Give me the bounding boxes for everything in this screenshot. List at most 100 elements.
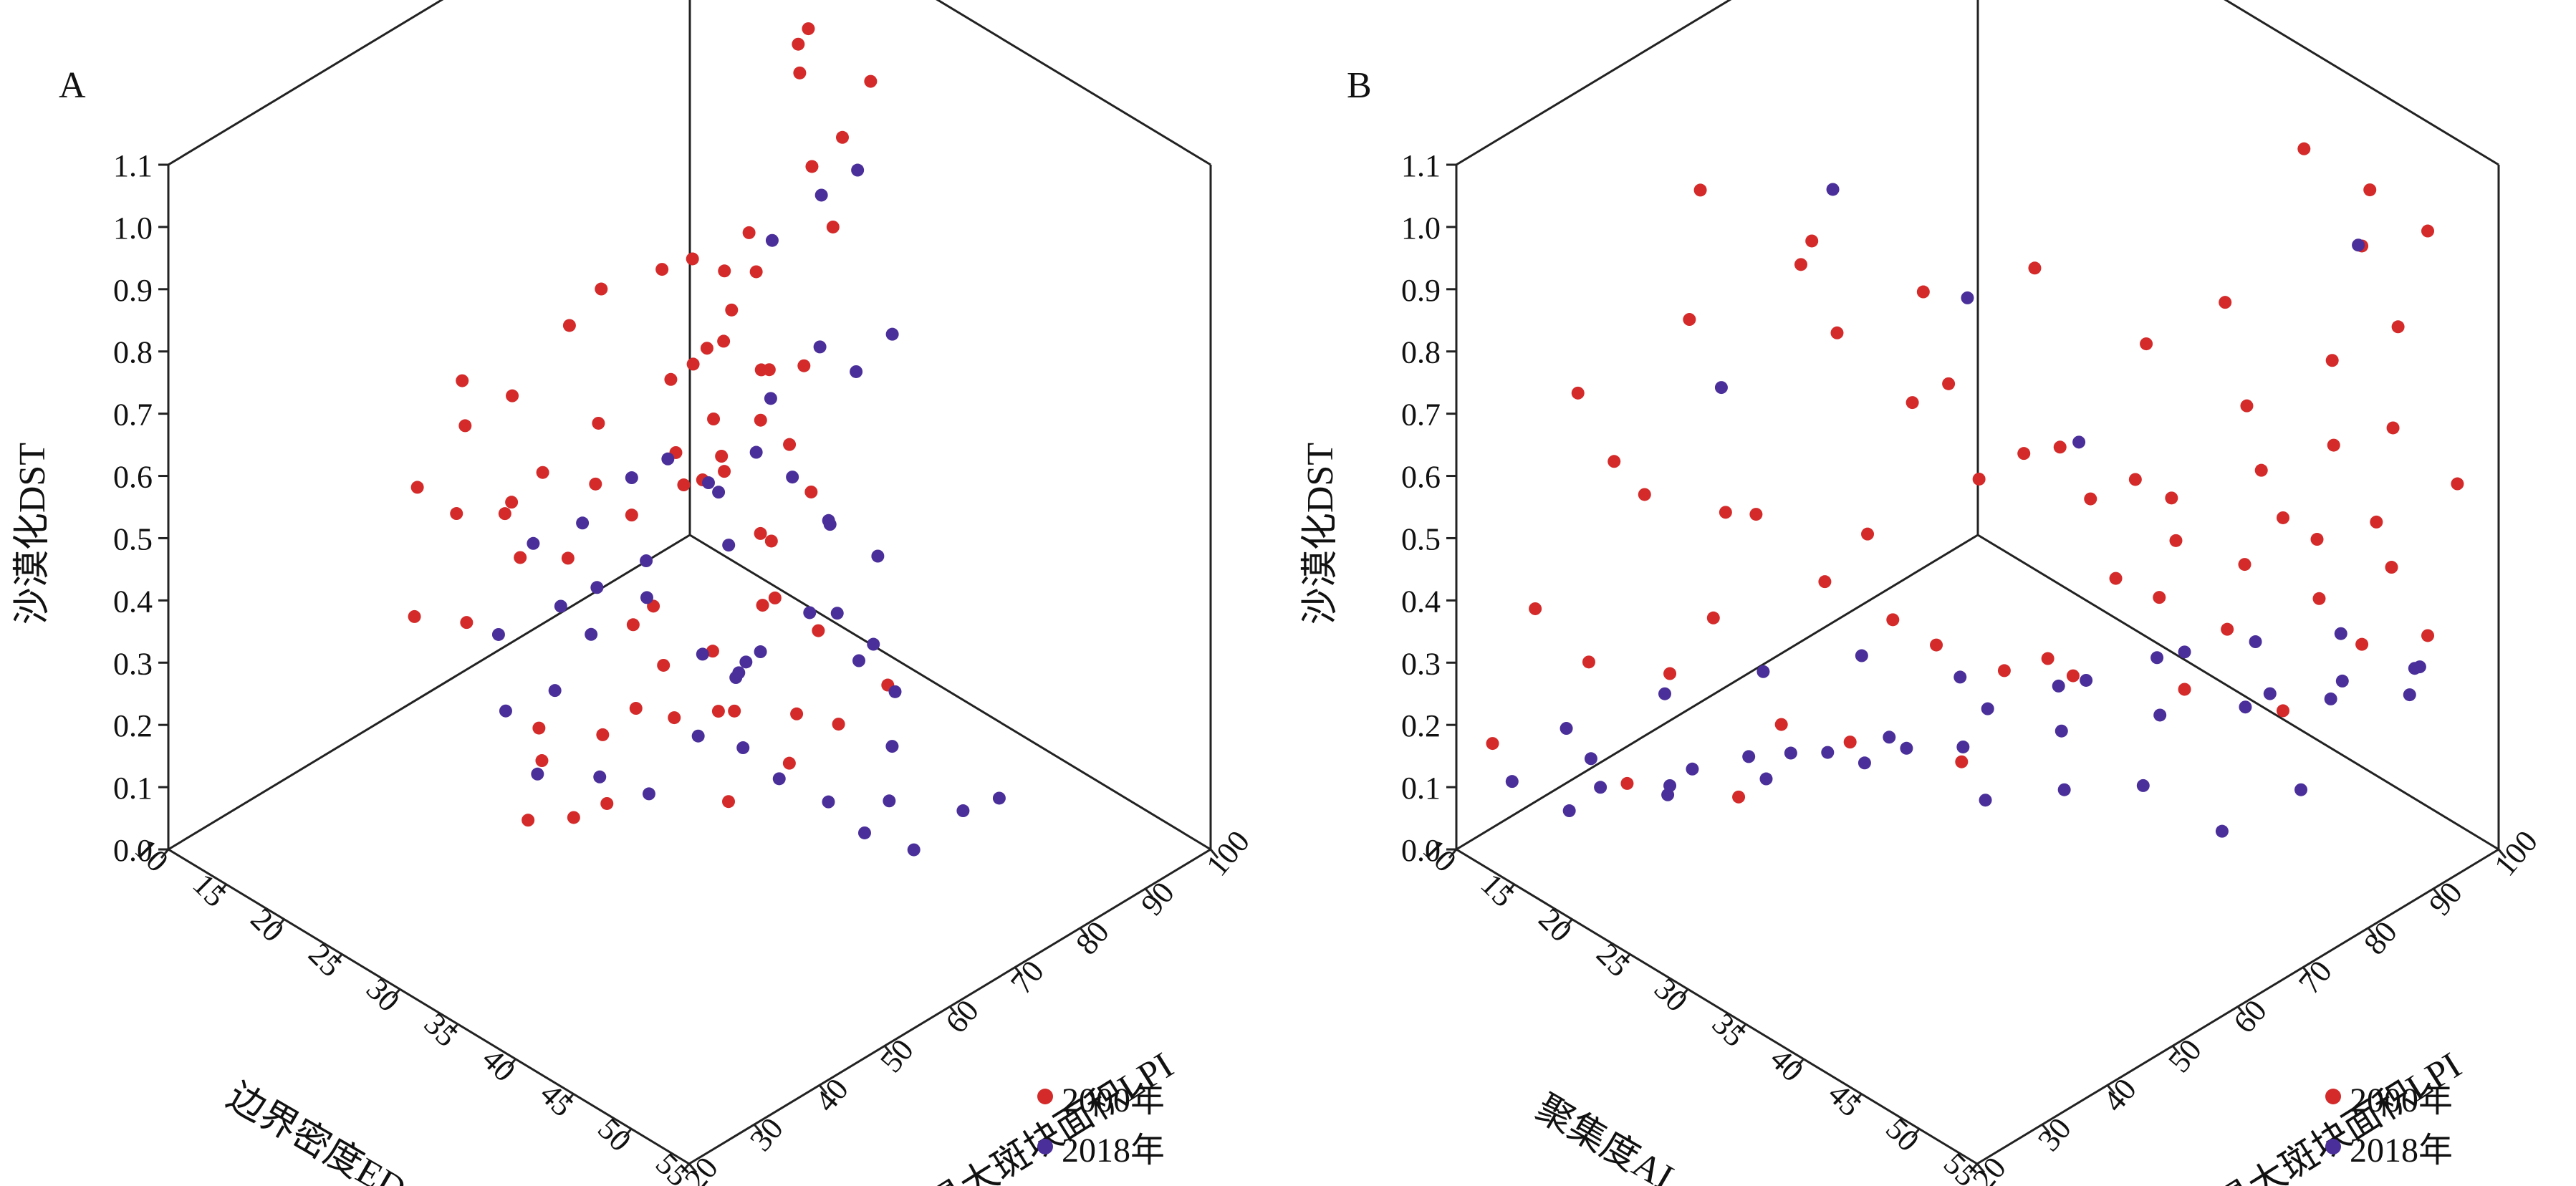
data-point [1759,772,1773,786]
x-tick-label: 40 [475,1041,522,1089]
data-point [576,516,590,530]
data-point [823,518,837,531]
data-point [768,591,782,604]
data-point [522,814,535,827]
x-tick [1853,1093,1863,1104]
data-point [701,476,715,490]
x-tick-label: 45 [1821,1076,1868,1124]
y-tick [2367,927,2377,937]
data-point [640,591,653,604]
data-point [1620,776,1634,790]
data-point [2080,673,2093,687]
data-point [1843,736,1857,749]
data-point [1732,790,1746,804]
data-point [736,741,750,755]
data-point [1821,746,1835,759]
data-point [686,252,699,266]
x-tick [218,883,227,894]
data-point [536,466,549,479]
y-tick-label: 50 [2161,1033,2209,1079]
data-point [812,624,825,637]
data-point [1916,285,1930,299]
legend-marker-2000 [1037,1089,1053,1104]
data-point [668,711,681,725]
data-point [532,721,546,735]
panel-label-b: B [1347,65,1372,106]
data-point [2053,440,2067,454]
data-point [2325,354,2339,367]
data-point [2178,645,2191,659]
x-tick-label: 15 [1474,867,1522,914]
data-point [793,66,807,79]
x-tick [1737,1023,1747,1033]
data-point [2386,421,2400,435]
y-tick-label: 40 [2096,1071,2143,1118]
data-point [1972,472,1986,486]
x-tick [1506,883,1515,894]
data-point [629,702,643,715]
box-edge [168,848,690,1165]
z-tick-label: 0.3 [113,646,153,681]
x-tick [1795,1058,1804,1069]
data-point [2028,261,2042,275]
x-tick [1911,1128,1921,1139]
box-edge [1456,0,1732,166]
data-point [2136,778,2150,792]
y-tick [2302,966,2312,977]
box-edge [168,0,444,166]
data-point [1861,527,1875,541]
data-point [2128,473,2142,486]
x-tick [623,1128,633,1139]
z-tick-label: 0.2 [1401,708,1441,743]
data-point [1706,611,1720,625]
data-point [506,389,519,402]
data-point [625,471,638,485]
data-point [2249,635,2262,649]
data-point [722,795,735,809]
data-point [754,645,767,659]
data-point [1981,702,1994,715]
x-tick-label: 20 [244,902,291,949]
box-frame [1455,0,2500,1165]
data-point [1663,667,1677,680]
data-point [450,507,463,521]
data-point [830,607,844,620]
x-tick [276,918,285,929]
data-point [2327,438,2340,452]
data-point [1826,183,1840,196]
data-point [1719,506,1732,519]
data-point [764,392,777,405]
y-tick [1144,887,1154,898]
series-0 [1486,142,2464,804]
x-tick [565,1093,575,1104]
x-tick [507,1058,516,1069]
legend-item-2000: 2000年 [2325,1071,2540,1122]
legend-marker-2018 [2325,1139,2341,1154]
data-point [531,767,544,781]
y-tick-label: 30 [2031,1111,2078,1157]
data-point [2403,688,2416,702]
y-tick-label: 100 [1199,824,1256,882]
data-point [1714,381,1728,395]
z-tick-label: 0.8 [113,335,153,370]
data-point [1955,755,1969,768]
data-point [1686,762,1699,776]
data-point [2219,296,2232,309]
y-tick [1976,1163,1986,1173]
box-edge [936,0,1211,166]
panel-label-a: A [59,65,86,106]
data-point [2140,337,2153,351]
x-tick [1969,1163,1979,1173]
y-tick [2432,887,2442,898]
box-edge [1456,848,1978,1165]
data-point [712,486,726,499]
data-point [2178,683,2191,696]
data-point [2052,679,2065,693]
data-point [885,327,899,341]
data-point [408,609,421,623]
data-point [1956,740,1970,753]
data-point [2215,824,2229,838]
z-tick-label: 0.1 [1401,771,1441,806]
x-tick [1448,849,1458,859]
data-point [1505,775,1519,789]
